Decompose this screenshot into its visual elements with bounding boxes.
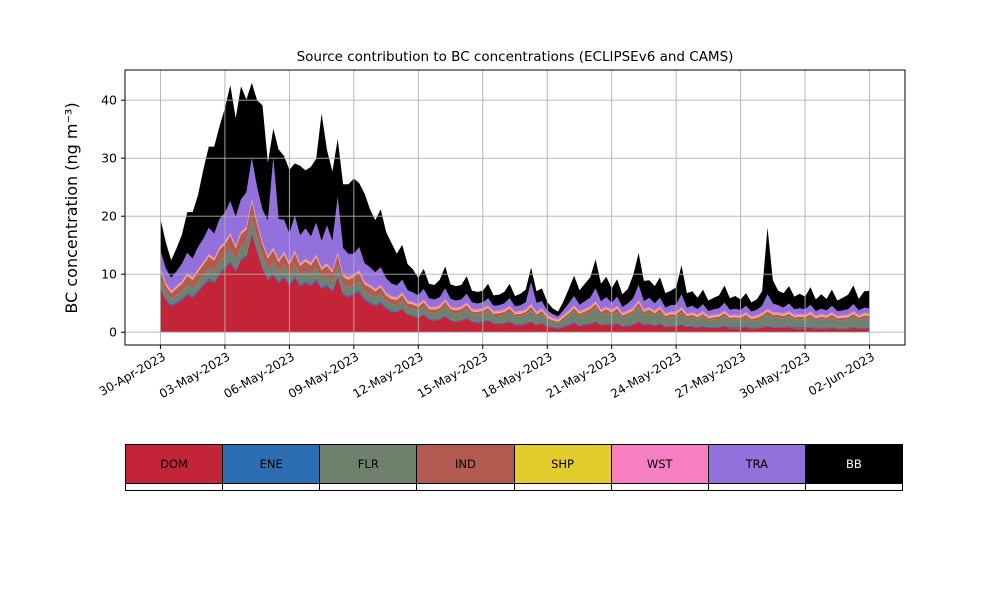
plot-border	[124, 69, 906, 346]
legend-bottom-strip	[125, 484, 903, 491]
area-tra	[160, 157, 870, 320]
x-tick-label: 27-May-2023	[673, 349, 748, 401]
legend-item-wst: WST	[611, 445, 709, 483]
y-tick-labels: 0 10 20 30 40	[101, 93, 117, 340]
legend-row: DOM ENE FLR IND SHP WST TRA BB	[125, 444, 903, 484]
x-tick-label: 15-May-2023	[415, 349, 490, 401]
x-tick-label: 21-May-2023	[544, 349, 619, 401]
chart-title: Source contribution to BC concentrations…	[297, 49, 734, 65]
legend-label-flr: FLR	[357, 457, 379, 471]
legend-item-bb: BB	[805, 445, 902, 483]
y-tick-label: 10	[101, 267, 117, 282]
legend-strip-cell	[611, 484, 709, 490]
y-axis-label: BC concentration (ng m⁻³)	[62, 102, 81, 313]
x-tick-label: 12-May-2023	[350, 349, 425, 401]
legend-label-tra: TRA	[745, 457, 769, 471]
legend-item-flr: FLR	[320, 445, 418, 483]
area-dom	[160, 233, 870, 333]
gridlines	[125, 70, 905, 345]
y-tick-label: 20	[101, 209, 117, 224]
legend-strip-cell	[126, 484, 224, 490]
area-series-group	[160, 82, 870, 333]
y-tick-label: 40	[101, 93, 117, 108]
legend-strip-cell	[514, 484, 612, 490]
legend-strip-cell	[708, 484, 806, 490]
y-tick-label: 0	[109, 325, 117, 340]
stacked-area-chart: Source contribution to BC concentrations…	[62, 49, 906, 401]
x-tick-label: 18-May-2023	[479, 349, 554, 401]
x-tick-label: 06-May-2023	[221, 349, 296, 401]
legend: DOM ENE FLR IND SHP WST TRA BB	[125, 444, 903, 491]
legend-item-ene: ENE	[223, 445, 321, 483]
legend-strip-cell	[805, 484, 902, 490]
legend-label-ind: IND	[455, 457, 476, 471]
legend-label-dom: DOM	[160, 457, 188, 471]
legend-item-tra: TRA	[708, 445, 806, 483]
legend-strip-cell	[320, 484, 418, 490]
legend-label-ene: ENE	[259, 457, 283, 471]
legend-strip-cell	[223, 484, 321, 490]
legend-item-shp: SHP	[514, 445, 612, 483]
x-tick-label: 03-May-2023	[157, 349, 232, 401]
legend-item-dom: DOM	[126, 445, 224, 483]
axis-ticks	[121, 99, 871, 349]
area-bb	[160, 82, 870, 317]
legend-label-shp: SHP	[551, 457, 574, 471]
legend-item-ind: IND	[417, 445, 515, 483]
legend-label-bb: BB	[846, 457, 862, 471]
x-tick-label: 24-May-2023	[608, 349, 683, 401]
x-tick-label: 02-Jun-2023	[806, 349, 877, 398]
x-tick-labels: 30-Apr-2023 03-May-2023 06-May-2023 09-M…	[97, 349, 877, 401]
legend-label-wst: WST	[646, 457, 673, 471]
x-tick-label: 30-May-2023	[737, 349, 812, 401]
y-tick-label: 30	[101, 151, 117, 166]
x-tick-label: 09-May-2023	[286, 349, 361, 401]
legend-strip-cell	[417, 484, 515, 490]
